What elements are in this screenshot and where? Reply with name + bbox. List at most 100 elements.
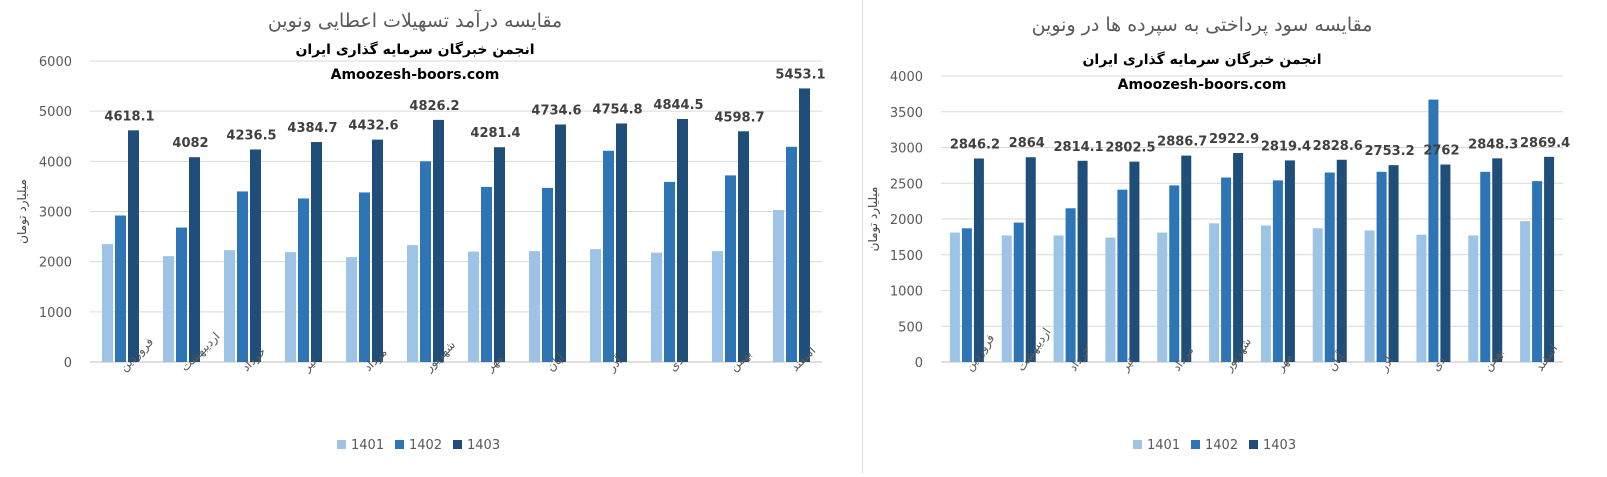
legend-label: 1401 (351, 438, 384, 453)
y-axis-label: میلیارد تومان (15, 179, 30, 244)
bar-1403 (799, 88, 810, 362)
bar-1401 (773, 209, 784, 362)
bar-1402 (1169, 185, 1180, 362)
bar-1402 (359, 192, 370, 362)
deposit-interest-bar-chart: مقایسه سود پرداختی به سپرده ها در ونوین ا… (866, 14, 1570, 453)
bar-1402 (664, 181, 675, 362)
bar-1402 (725, 175, 736, 362)
bar-1401 (651, 252, 662, 362)
y-tick-label: 500 (898, 320, 923, 335)
bar-1403 (1181, 155, 1192, 362)
bar-1401 (1364, 230, 1375, 362)
bar-1402 (1013, 222, 1024, 362)
data-label: 2762 (1423, 144, 1459, 159)
bar-1401 (1520, 221, 1531, 362)
bar-1401 (529, 251, 540, 362)
bar-1403 (372, 139, 383, 362)
bar-1401 (163, 256, 174, 362)
bar-1402 (481, 186, 492, 362)
data-label: 4281.4 (470, 126, 520, 141)
y-tick-label: 0 (915, 356, 923, 371)
bar-1403 (738, 131, 749, 362)
bar-1403 (973, 158, 984, 362)
bar-1403 (250, 149, 261, 362)
data-label: 2846.2 (950, 137, 1000, 152)
y-tick-label: 3000 (39, 206, 72, 221)
y-axis-label: میلیارد تومان (866, 187, 881, 252)
bar-1401 (468, 251, 479, 362)
data-label: 4236.5 (226, 128, 276, 143)
bar-1401 (949, 232, 960, 362)
chart-subtitle: انجمن خبرگان سرمایه گذاری ایران (1082, 51, 1321, 68)
bar-1401 (712, 251, 723, 362)
y-tick-label: 1500 (890, 249, 923, 264)
y-tick-label: 1000 (890, 285, 923, 300)
bar-1401 (224, 250, 235, 362)
legend-swatch-1401 (1133, 440, 1142, 449)
y-tick-label: 1000 (39, 306, 72, 321)
bar-1401 (285, 252, 296, 362)
data-label: 2753.2 (1364, 144, 1414, 159)
y-tick-label: 6000 (39, 55, 72, 70)
data-label: 4432.6 (348, 119, 398, 134)
bar-1401 (407, 245, 418, 362)
bar-1402 (1480, 171, 1491, 362)
bar-1403 (1284, 160, 1295, 362)
bar-1403 (1388, 165, 1399, 362)
bar-1403 (616, 123, 627, 363)
data-label: 4844.5 (653, 98, 703, 113)
panel-divider (862, 0, 863, 473)
bar-1401 (1001, 235, 1012, 362)
deposit-interest-chart-panel: مقایسه سود پرداختی به سپرده ها در ونوین ا… (863, 0, 1607, 473)
bar-1403 (1544, 156, 1555, 362)
data-label: 2802.5 (1105, 141, 1155, 156)
bar-1402 (1117, 189, 1128, 362)
data-label: 2886.7 (1157, 135, 1207, 150)
y-tick-label: 0 (64, 356, 72, 371)
data-label: 4754.8 (592, 102, 642, 117)
chart-title: مقایسه سود پرداختی به سپرده ها در ونوین (1032, 14, 1373, 36)
data-label: 2819.4 (1261, 139, 1311, 154)
bar-1403 (494, 147, 505, 362)
data-label: 4082 (172, 136, 208, 151)
data-label: 2864 (1009, 136, 1045, 151)
bar-1403 (1025, 157, 1036, 362)
bar-1403 (189, 157, 200, 362)
bar-1402 (1376, 171, 1387, 362)
data-label: 2814.1 (1053, 140, 1103, 155)
y-tick-label: 2000 (39, 256, 72, 271)
chart-watermark: Amoozesh-boors.com (1118, 77, 1287, 93)
data-label: 2828.6 (1313, 139, 1363, 154)
bar-1402 (1221, 177, 1232, 362)
legend-label: 1401 (1147, 438, 1180, 453)
bar-1402 (1324, 172, 1335, 362)
bar-1402 (1532, 181, 1543, 362)
bar-1403 (1492, 158, 1503, 362)
data-label: 2848.3 (1468, 137, 1518, 152)
bar-1402 (115, 215, 126, 362)
legend-swatch-1402 (1191, 440, 1200, 449)
legend-label: 1402 (1205, 438, 1238, 453)
bar-1402 (1428, 99, 1439, 362)
bar-1401 (1416, 234, 1427, 362)
bar-1403 (1336, 159, 1347, 362)
legend-swatch-1402 (395, 440, 404, 449)
y-tick-label: 4000 (890, 70, 923, 85)
bar-1402 (237, 191, 248, 362)
y-tick-label: 2000 (890, 213, 923, 228)
bar-1403 (311, 142, 322, 362)
y-tick-label: 4000 (39, 155, 72, 170)
bar-1403 (1077, 160, 1088, 362)
bar-1403 (555, 124, 566, 363)
bar-1401 (1312, 228, 1323, 362)
chart-watermark: Amoozesh-boors.com (331, 67, 500, 83)
bar-1402 (542, 187, 553, 362)
bar-1401 (1260, 225, 1271, 362)
bar-1402 (1065, 208, 1076, 362)
bar-1402 (420, 161, 431, 362)
data-label: 2922.9 (1209, 132, 1259, 147)
bar-1401 (1105, 237, 1116, 362)
data-label: 5453.1 (775, 67, 825, 82)
bar-1402 (1272, 180, 1283, 362)
bar-1403 (433, 119, 444, 362)
